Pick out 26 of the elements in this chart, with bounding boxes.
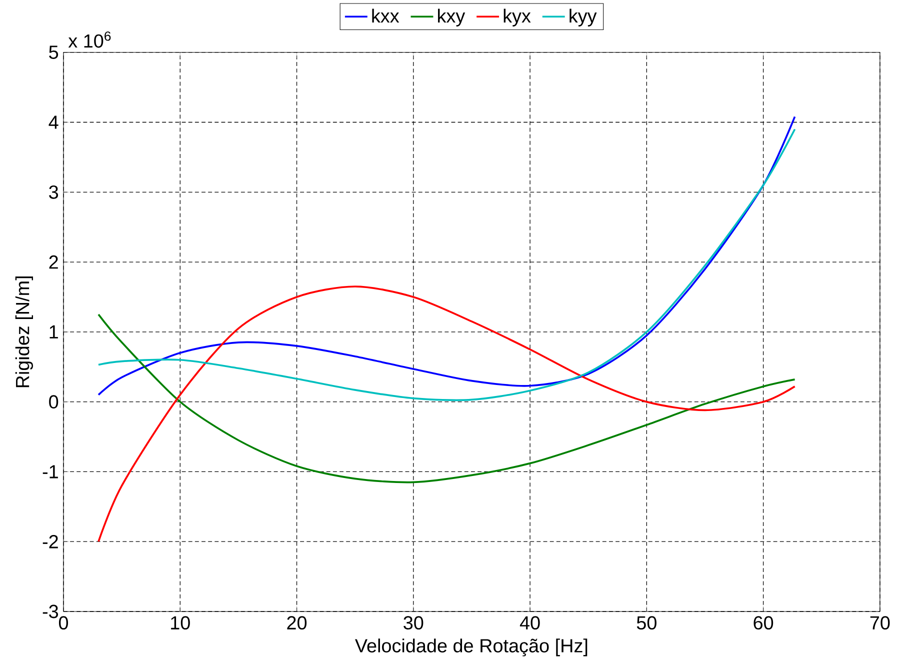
line-series xyxy=(98,286,796,543)
x-axis-title: Velocidade de Rotação [Hz] xyxy=(355,638,588,656)
y-axis-title: Rigidez [N/m] xyxy=(15,276,34,388)
line-series xyxy=(98,314,796,484)
y-tick-label: 1 xyxy=(50,326,58,339)
x-tick-label: 60 xyxy=(754,616,774,630)
y-tick-label: -3 xyxy=(42,604,58,618)
x-tick-label: 50 xyxy=(636,616,656,630)
y-tick-label: 2 xyxy=(49,256,58,269)
legend-label: kxx xyxy=(372,8,400,23)
legend-label: kyy xyxy=(570,8,597,27)
legend-label: kxy xyxy=(438,8,466,27)
y-tick-label: 4 xyxy=(48,116,58,129)
y-tick-label: 5 xyxy=(49,46,58,60)
x-tick-label: 0 xyxy=(58,616,68,630)
y-tick-label: 3 xyxy=(49,186,58,199)
legend-label: kyx xyxy=(504,8,531,27)
x-tick-label: 10 xyxy=(171,616,190,630)
y-tick-label: 0 xyxy=(49,395,58,409)
x-tick-label: 30 xyxy=(404,616,424,630)
y-tick-label: -1 xyxy=(42,465,58,478)
x-tick-label: 20 xyxy=(287,616,307,630)
y-tick-label: -2 xyxy=(42,535,58,548)
x-tick-label: 40 xyxy=(520,616,540,630)
text: x 10$^{6}$ xyxy=(68,32,111,48)
x-tick-label: 70 xyxy=(870,616,890,630)
